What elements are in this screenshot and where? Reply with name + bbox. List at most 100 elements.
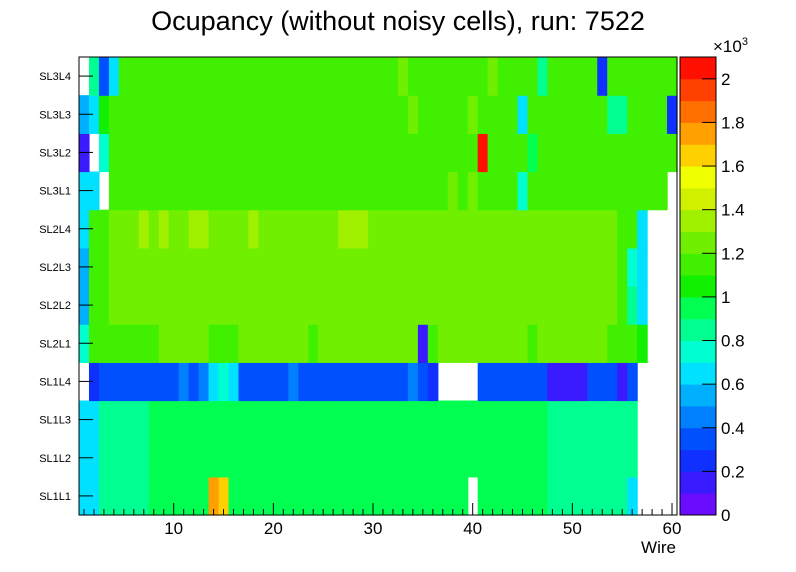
color-scale-band [680,78,716,102]
heatmap-cell [288,133,299,173]
heatmap-cell [198,95,210,134]
x-tick-label: 30 [364,519,383,538]
heatmap-cell [627,247,638,287]
heatmap-cell [427,171,439,211]
heatmap-cell [447,133,459,173]
heatmap-cell [557,57,568,96]
x-tick-label: 10 [164,519,183,538]
heatmap-cell [487,133,499,173]
heatmap-cell [208,286,220,325]
heatmap-cell [328,57,339,96]
heatmap-cell [477,247,489,287]
heatmap-cell [517,209,529,249]
heatmap-cell [188,209,200,249]
heatmap-cell [118,324,130,363]
heatmap-cell [537,438,549,478]
heatmap-cell [278,171,289,211]
heatmap-cell [497,133,509,173]
heatmap-cell [298,438,309,478]
heatmap-cell [407,400,419,440]
heatmap-cell [258,476,269,516]
heatmap-cell [338,324,349,363]
heatmap-cell [387,362,399,402]
heatmap-cell [507,476,519,516]
heatmap-cell [348,476,359,516]
heatmap-cell [437,286,449,325]
heatmap-cell [298,171,309,211]
color-scale-band [680,296,716,320]
color-scale-band [680,231,716,254]
heatmap-cell [168,400,180,440]
heatmap-cell [527,476,539,516]
color-scale-band [680,100,716,123]
heatmap-cell [218,171,230,211]
heatmap-cell [577,362,588,402]
heatmap-cell [238,247,250,287]
heatmap-cell [497,438,509,478]
heatmap-cell [318,438,329,478]
heatmap-cell [527,171,539,211]
heatmap-cell [368,95,379,134]
heatmap-cell [378,247,389,287]
heatmap-cell [378,362,389,402]
heatmap-cell [457,247,469,287]
x-tick-label: 40 [463,519,482,538]
heatmap-cell [557,400,568,440]
heatmap-cell [617,324,628,363]
heatmap-cell [198,57,210,96]
heatmap-cell [477,362,489,402]
heatmap-cell [138,286,150,325]
color-scale-band [680,449,716,472]
heatmap-cell [647,171,658,211]
heatmap-cell [567,57,578,96]
heatmap-cell [158,57,170,96]
heatmap-cell [497,247,509,287]
heatmap-cell [517,400,529,440]
heatmap-cell [447,209,459,249]
heatmap-cell [378,209,389,249]
heatmap-cell [328,324,339,363]
heatmap-cell [358,438,369,478]
heatmap-cell [597,324,608,363]
heatmap-cell [258,438,269,478]
heatmap-cell [88,57,100,96]
heatmap-cell [298,476,309,516]
heatmap-cell [278,133,289,173]
heatmap-cell [268,438,279,478]
heatmap-cell [407,209,419,249]
heatmap-cell [368,209,379,249]
heatmap-cell [587,362,598,402]
color-scale-tick-label: 0 [721,506,730,525]
color-scale-band [680,122,716,145]
heatmap-cell [487,438,499,478]
heatmap-cell [308,476,319,516]
heatmap-cell [597,476,608,516]
heatmap-cell [527,209,539,249]
heatmap-cell [278,324,289,363]
heatmap-cell [358,95,369,134]
heatmap-cell [617,95,628,134]
heatmap-cell [387,476,399,516]
color-scale-band [680,405,716,429]
color-scale-tick-label: 1 [721,288,730,307]
heatmap-cell [417,400,429,440]
heatmap-cell [158,400,170,440]
heatmap-cell [118,247,130,287]
heatmap-cell [258,57,269,96]
heatmap-cell [547,324,558,363]
heatmap-cell [318,400,329,440]
heatmap-cell [597,362,608,402]
y-tick-label: SL3L3 [39,109,71,121]
heatmap-cell [417,171,429,211]
heatmap-cell [627,133,638,173]
heatmap-cell [168,362,180,402]
heatmap-cell [477,286,489,325]
heatmap-cell [258,400,269,440]
heatmap-cell [358,286,369,325]
heatmap-cell [507,171,519,211]
heatmap-cell [457,400,469,440]
heatmap-cell [627,438,638,478]
heatmap-cell [218,209,230,249]
heatmap-cell [457,438,469,478]
heatmap-cell [198,209,210,249]
